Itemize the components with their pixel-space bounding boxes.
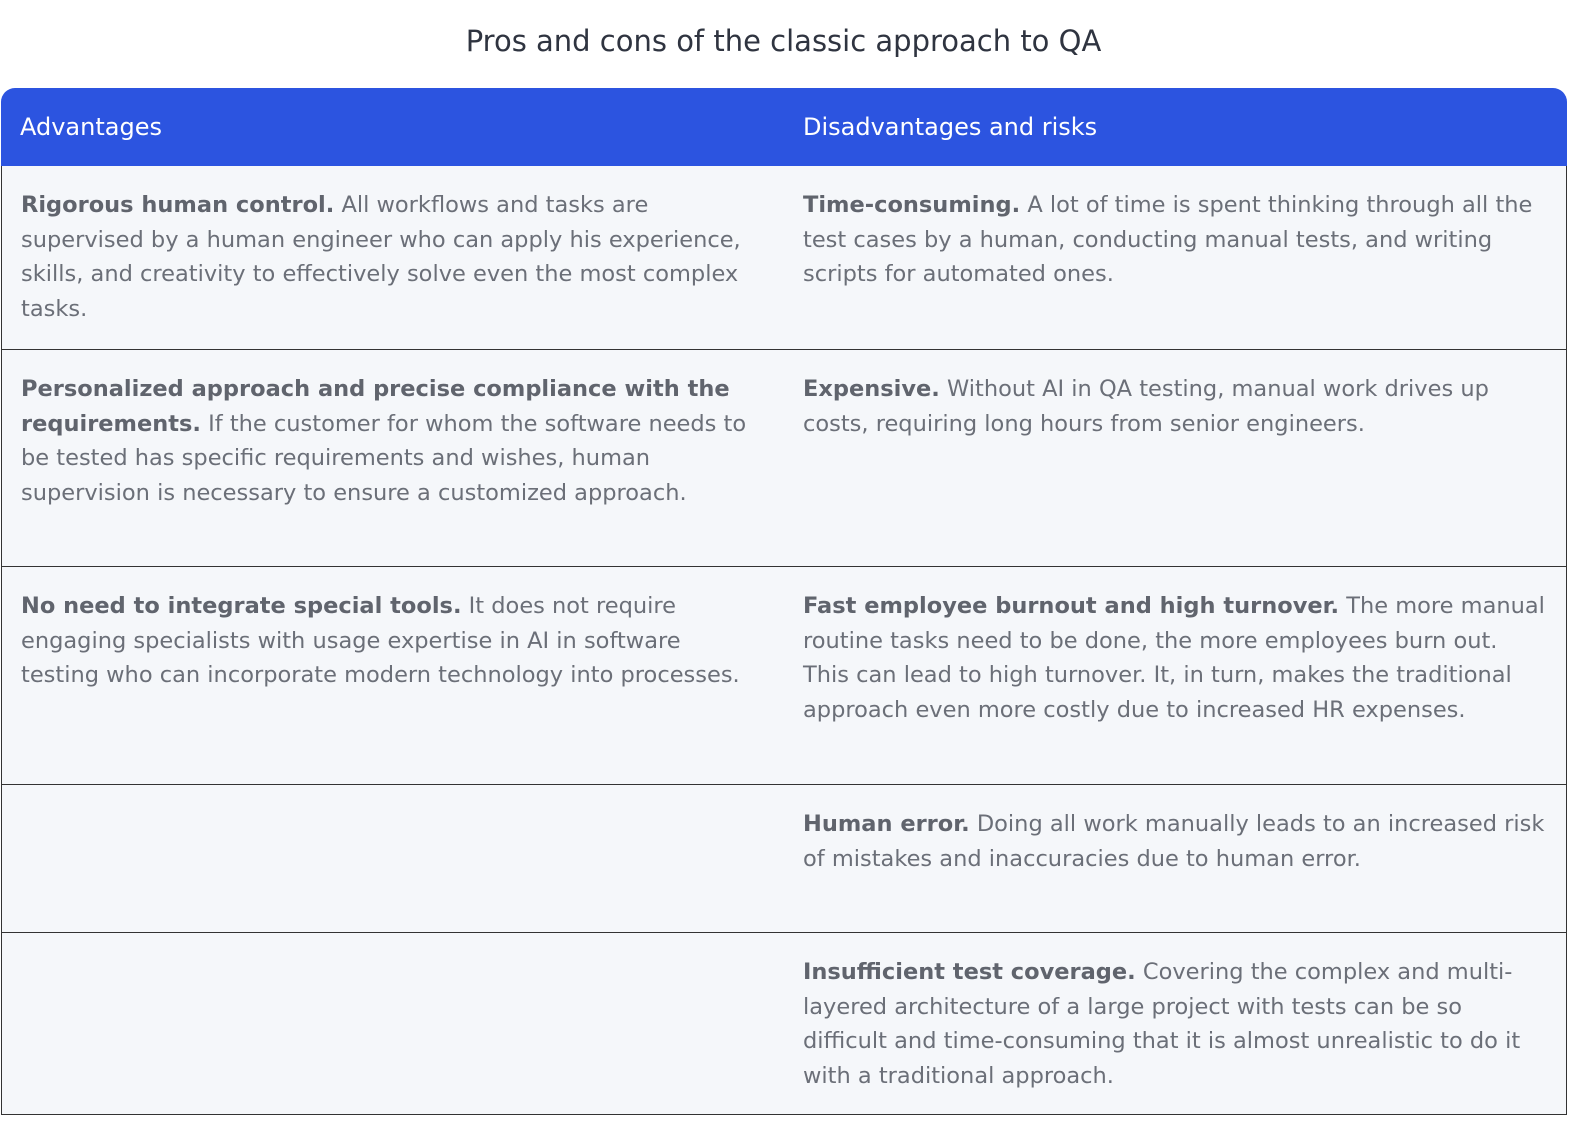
advantage-cell (1, 933, 784, 1115)
cell-text: If the customer for whom the software ne… (21, 410, 747, 506)
page-title: Pros and cons of the classic approach to… (465, 24, 1102, 58)
disadvantage-cell: Expensive. Without AI in QA testing, man… (784, 350, 1567, 567)
comparison-table: Advantages Disadvantages and risks Rigor… (1, 88, 1567, 1115)
cell-lead: Time-consuming. (803, 192, 1021, 218)
column-header: Disadvantages and risks (784, 88, 1567, 166)
table-row: Human error. Doing all work manually lea… (1, 785, 1567, 933)
advantage-cell: Rigorous human control. All workflows an… (1, 166, 784, 350)
header-row: Advantages Disadvantages and risks (1, 88, 1567, 166)
advantage-cell: No need to integrate special tools. It d… (1, 567, 784, 785)
advantage-cell (1, 785, 784, 933)
cell-text: The more manual routine tasks need to be… (803, 593, 1545, 723)
cell-lead: Expensive. (803, 376, 940, 402)
cell-text: Covering the complex and multi-layered a… (803, 959, 1521, 1089)
cell-lead: No need to integrate special tools. (21, 593, 462, 619)
disadvantage-cell: Insufficient test coverage. Covering the… (784, 933, 1567, 1115)
cell-text: Without AI in QA testing, manual work dr… (803, 376, 1489, 437)
cell-text: It does not require engaging specialists… (21, 593, 740, 688)
table-row: Personalized approach and precise compli… (1, 350, 1567, 567)
table-row: No need to integrate special tools. It d… (1, 567, 1567, 785)
table-row: Rigorous human control. All workflows an… (1, 166, 1567, 350)
disadvantage-cell: Time-consuming. A lot of time is spent t… (784, 166, 1567, 350)
cell-lead: Insufficient test coverage. (803, 959, 1136, 985)
cell-lead: Human error. (803, 811, 970, 837)
advantage-cell: Personalized approach and precise compli… (1, 350, 784, 567)
disadvantage-cell: Fast employee burnout and high turnover.… (784, 567, 1567, 785)
cell-text: A lot of time is spent thinking through … (803, 192, 1533, 287)
cell-lead: Fast employee burnout and high turnover. (803, 593, 1340, 619)
disadvantage-cell: Human error. Doing all work manually lea… (784, 785, 1567, 933)
column-header: Advantages (1, 88, 784, 166)
cell-lead: Rigorous human control. (21, 192, 335, 218)
cell-text: Doing all work manually leads to an incr… (803, 811, 1545, 872)
table-row: Insufficient test coverage. Covering the… (1, 933, 1567, 1115)
cell-lead: Personalized approach and precise compli… (21, 376, 730, 437)
cell-text: All workflows and tasks are supervised b… (21, 192, 741, 322)
